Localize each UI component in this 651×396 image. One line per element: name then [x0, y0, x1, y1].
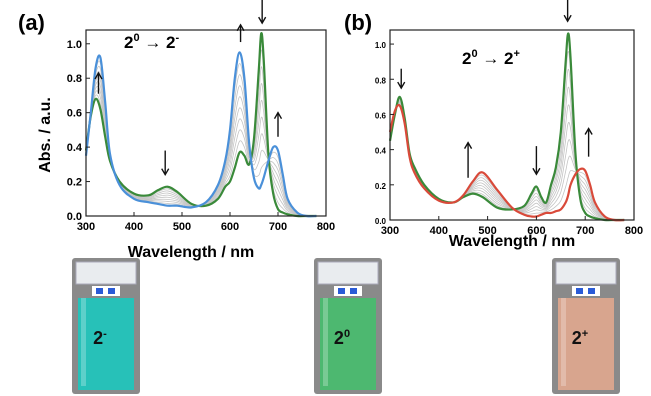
reaction-a-from-sup: 0	[133, 32, 139, 44]
x-tick-label-a-5: 800	[317, 221, 335, 233]
x-tick-label-a-0: 300	[77, 221, 95, 233]
intermediate-spectrum-a-6	[85, 71, 317, 217]
y-tick-label-b-1: 0.2	[375, 182, 387, 191]
vial-row: 2- 20 2+	[72, 258, 620, 394]
cuvette-cap-0	[75, 261, 137, 285]
intermediate-spectrum-a-4	[85, 81, 317, 217]
cuvette-label-base-2: 2	[572, 328, 582, 348]
x-tick-label-b-5: 800	[625, 225, 643, 237]
intermediate-spectrum-a-3	[85, 83, 317, 217]
cuvette-label-sup-0: -	[103, 328, 107, 340]
reaction-a-from: 2	[124, 33, 133, 52]
panel-b-chart: (b) Wavelength / nm 20 → 2+ 300 400 500 600…	[344, 0, 643, 250]
x-tick-label-a-3: 600	[221, 221, 239, 233]
reaction-a-arrow: →	[140, 33, 166, 52]
panel-b-reaction: 20 → 2+	[462, 48, 520, 68]
trend-arrowhead-b-4	[584, 127, 593, 135]
panel-a-xlabel: Wavelength / nm	[128, 244, 255, 261]
cuvette-label-sup-2: +	[582, 328, 588, 340]
y-tick-label-a-5: 1.0	[67, 39, 82, 51]
cuvette-cap-2	[555, 261, 617, 285]
spectrum-line-b-0	[388, 32, 625, 222]
trend-arrowhead-b-1	[463, 141, 473, 149]
plot-frame-a	[85, 29, 327, 217]
y-tick-label-a-1: 0.2	[67, 177, 82, 189]
cuvette-label-sup-1: 0	[344, 328, 350, 340]
reaction-b-arrow: →	[478, 49, 504, 68]
cuvette-tag-1	[334, 286, 362, 296]
y-tick-label-a-0: 0.0	[67, 211, 82, 223]
x-tick-label-b-1: 400	[430, 225, 448, 237]
cuvette-liquid-0	[78, 298, 134, 390]
cuvette-label-0: 2-	[93, 328, 107, 348]
reaction-b-to-sup: +	[514, 48, 520, 60]
trend-arrowhead-a-2	[236, 23, 245, 32]
trend-arrowhead-a-1	[161, 168, 170, 177]
x-tick-label-b-3: 600	[527, 225, 545, 237]
panel-b-label: (b)	[344, 10, 372, 35]
cuvette-cap-1	[317, 261, 379, 285]
cuvette-tag-mark2-1	[350, 288, 357, 294]
x-tick-label-a-1: 400	[125, 221, 143, 233]
trend-arrowhead-b-3	[563, 14, 572, 23]
plot-frame-b	[389, 29, 635, 221]
y-tick-label-b-0: 0.0	[375, 217, 387, 226]
reaction-b-from-sup: 0	[471, 48, 477, 60]
reaction-b-to: 2	[504, 49, 513, 68]
cuvette-tag-0	[92, 286, 120, 296]
cuvette-label-base-0: 2	[93, 328, 103, 348]
panel-b-xlabel: Wavelength / nm	[449, 233, 576, 250]
cuvette-tag-mark-2	[576, 288, 583, 294]
trend-arrowhead-b-0	[397, 81, 406, 90]
cuvette-tag-2	[572, 286, 600, 296]
intermediate-spectrum-a-1	[85, 49, 317, 217]
cuvette-highlight-1	[323, 298, 328, 386]
reaction-a-to: 2	[166, 33, 175, 52]
y-tick-label-a-3: 0.6	[67, 108, 82, 120]
cuvette-1: 20	[314, 258, 382, 394]
x-tick-label-a-2: 500	[173, 221, 191, 233]
panel-a-ylabel: Abs. / a.u.	[37, 97, 54, 173]
cuvette-0: 2-	[72, 258, 140, 394]
trend-arrowhead-a-3	[258, 16, 267, 25]
cuvette-label-base-1: 2	[334, 328, 344, 348]
panel-a-reaction: 20 → 2-	[124, 32, 180, 52]
intermediate-spectrum-a-5	[85, 76, 317, 217]
cuvette-liquid-2	[558, 298, 614, 390]
y-tick-label-b-3: 0.6	[375, 111, 387, 120]
cuvette-liquid-1	[320, 298, 376, 390]
x-tick-label-b-0: 300	[381, 225, 399, 237]
reaction-a-to-sup: -	[176, 32, 180, 44]
trend-arrowhead-a-4	[273, 111, 283, 120]
cuvette-highlight-0	[81, 298, 86, 386]
cuvette-tag-mark-0	[96, 288, 103, 294]
cuvette-highlight-2	[561, 298, 566, 386]
cuvette-tag-mark2-2	[588, 288, 595, 294]
cuvette-2: 2+	[552, 258, 620, 394]
cuvette-tag-mark-1	[338, 288, 345, 294]
x-tick-label-b-4: 700	[576, 225, 594, 237]
panel-a-chart: (a) Abs. / a.u. Wavelength / nm 20 → 2- …	[18, 0, 335, 261]
x-tick-label-b-2: 500	[478, 225, 496, 237]
y-tick-label-b-5: 1.0	[375, 41, 387, 50]
trend-arrowhead-b-2	[532, 167, 541, 176]
y-tick-label-b-4: 0.8	[375, 76, 387, 85]
cuvette-label-1: 20	[334, 328, 350, 348]
trend-arrowhead-a-0	[94, 71, 103, 80]
spectrum-line-a-1	[84, 51, 317, 218]
panel-a-label: (a)	[18, 10, 45, 35]
y-tick-label-b-2: 0.4	[375, 147, 387, 156]
y-tick-label-a-4: 0.8	[67, 73, 82, 85]
x-tick-label-a-4: 700	[269, 221, 287, 233]
spectrum-line-b-1	[388, 103, 625, 222]
cuvette-tag-mark2-0	[108, 288, 115, 294]
y-tick-label-a-2: 0.4	[67, 142, 83, 154]
reaction-b-from: 2	[462, 49, 471, 68]
cuvette-label-2: 2+	[572, 328, 588, 348]
